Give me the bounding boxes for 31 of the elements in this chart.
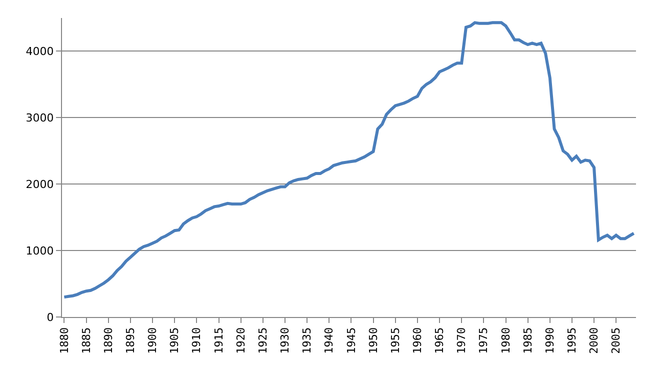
x-tick-label: 1995 [566,327,579,354]
x-tick-label: 1920 [234,327,248,354]
x-tick-label: 1890 [102,327,115,354]
x-tick-label: 1980 [499,327,512,354]
x-tick-label: 2005 [610,327,623,354]
x-tick-label: 1990 [543,327,556,354]
x-tick-label: 1970 [455,327,468,354]
y-tick-label: 2000 [26,178,54,191]
x-tick-label: 1885 [80,327,93,354]
x-tick-label: 1965 [433,327,446,354]
x-tick-label: 1935 [300,327,314,354]
x-tick-label: 1915 [212,327,226,354]
x-tick-label: 1945 [344,327,358,354]
x-tick-label: 1925 [256,327,270,354]
y-tick-label: 1000 [26,244,54,258]
x-tick-label: 1955 [388,327,402,354]
x-tick-label: 1950 [366,327,380,354]
y-tick-label: 4000 [26,45,54,58]
x-tick-label: 1895 [124,327,138,354]
x-tick-label: 1960 [411,327,424,354]
x-tick-label: 1905 [168,327,182,354]
x-tick-label: 1985 [521,327,534,354]
y-tick-label: 0 [46,310,54,324]
x-tick-label: 1880 [58,327,71,354]
x-tick-label: 1975 [477,327,490,354]
y-tick-label: 3000 [26,112,54,125]
x-tick-label: 1910 [190,327,204,354]
x-tick-label: 1940 [322,327,336,354]
x-tick-label: 2000 [588,327,601,354]
x-tick-label: 1930 [278,327,292,354]
x-tick-label: 1900 [146,327,160,354]
